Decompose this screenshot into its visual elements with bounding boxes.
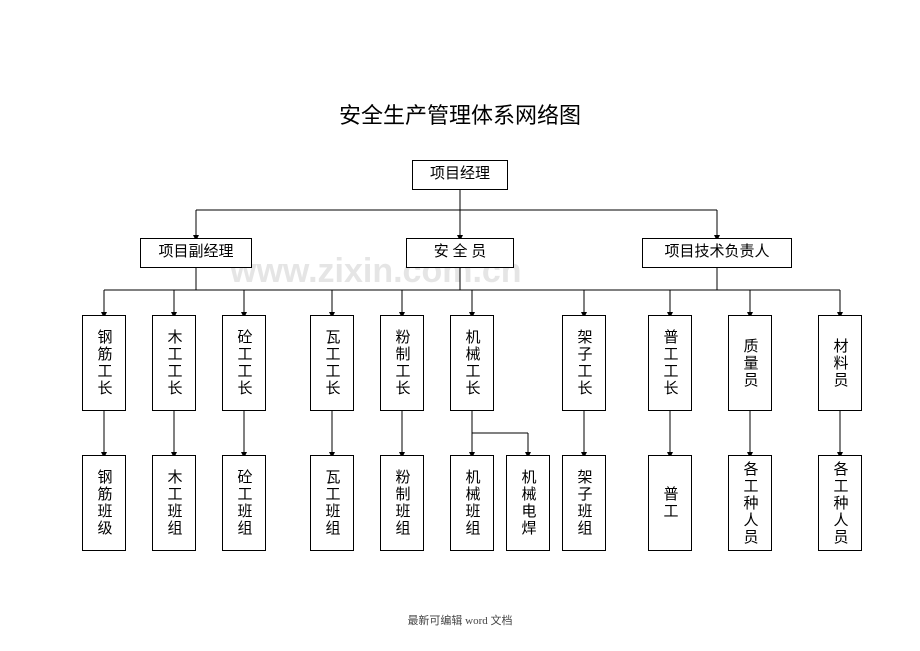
- node-mid-1: 安 全 员: [406, 238, 514, 268]
- diagram-title: 安全生产管理体系网络图: [0, 98, 920, 130]
- node-row3-9: 材料员: [818, 315, 862, 411]
- node-row4-3: 瓦工班组: [310, 455, 354, 551]
- node-row3-7: 普工工长: [648, 315, 692, 411]
- node-mid-2: 项目技术负责人: [642, 238, 792, 268]
- node-row3-5: 机械工长: [450, 315, 494, 411]
- node-row3-1: 木工工长: [152, 315, 196, 411]
- node-mid-0: 项目副经理: [140, 238, 252, 268]
- node-row4-9: 各工种人员: [818, 455, 862, 551]
- node-row4-7: 普工: [648, 455, 692, 551]
- node-row4-6: 架子班组: [562, 455, 606, 551]
- node-row3-4: 粉制工长: [380, 315, 424, 411]
- node-row4-0: 钢筋班级: [82, 455, 126, 551]
- node-top: 项目经理: [412, 160, 508, 190]
- node-row3-3: 瓦工工长: [310, 315, 354, 411]
- node-row3-2: 砼工工长: [222, 315, 266, 411]
- node-row4b-5: 机械电焊: [506, 455, 550, 551]
- node-row3-6: 架子工长: [562, 315, 606, 411]
- node-row4-8: 各工种人员: [728, 455, 772, 551]
- node-row4-2: 砼工班组: [222, 455, 266, 551]
- node-row4-5: 机械班组: [450, 455, 494, 551]
- node-row3-8: 质量员: [728, 315, 772, 411]
- node-row3-0: 钢筋工长: [82, 315, 126, 411]
- footer-text: 最新可编辑 word 文档: [0, 612, 920, 628]
- node-row4-4: 粉制班组: [380, 455, 424, 551]
- node-row4-1: 木工班组: [152, 455, 196, 551]
